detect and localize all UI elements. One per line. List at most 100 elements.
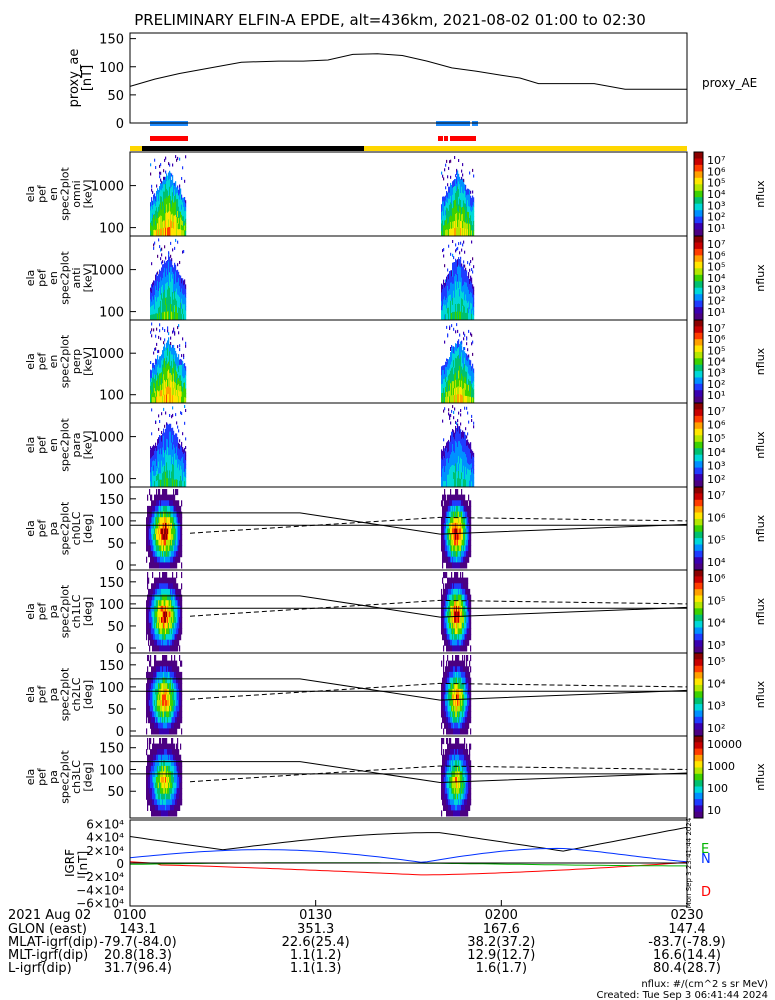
pa-spectrogram-cell [147,528,149,535]
pa-spectrogram-cell [444,617,446,624]
spectrogram-cell [180,480,182,487]
pa-spectrogram-cell [157,562,159,569]
pa-spectrogram-cell [441,539,443,546]
spectrogram-cell [173,222,175,229]
pa-spectrogram-cell [450,583,452,590]
spectrogram-cell [164,220,166,229]
spectrogram-cell [471,393,473,399]
pa-spectrogram-cell [458,728,460,735]
pa-spectrogram-cell [463,617,465,624]
pa-spectrogram-cell [177,671,179,678]
spectrogram-cell [454,354,456,362]
pa-spectrogram-cell [160,539,162,546]
pa-spectrogram-cell [163,705,165,712]
spectrogram-cell [441,388,443,394]
spectrogram-cell [166,212,168,221]
spectrogram-cell [447,385,449,392]
pa-spectrogram-cell [173,500,175,507]
pa-spectrogram-cell [172,572,174,579]
spectrogram-cell [185,310,187,316]
pa-spectrogram-cell [170,628,172,635]
spectrogram-cell [461,270,463,279]
spectrogram-cell [451,300,453,308]
pa-spectrogram-cell [445,528,447,535]
pa-spectrogram-cell [161,617,163,624]
pa-spectrogram-cell [153,671,155,678]
pa-spectrogram-cell [441,705,443,712]
pa-spectrogram-cell [446,534,448,541]
pa-spectrogram-cell [455,639,457,646]
pa-spectrogram-cell [154,494,156,501]
pa-spectrogram-cell [166,688,168,695]
spectrogram-cell [451,479,453,487]
spectrogram-cell [163,381,165,389]
pa-spectrogram-cell [462,605,464,612]
pa-spectrogram-cell [468,694,470,701]
pa-spectrogram-cell [171,594,173,601]
spectrogram-noise [160,257,162,261]
pa-spectrogram-cell [154,628,156,635]
pa-spectrogram-cell [441,628,443,635]
pa-spectrogram-cell [457,594,459,601]
pa-spectrogram-cell [163,562,165,569]
spectrogram-cell [161,222,163,230]
spectrogram-cell [165,176,167,185]
pa-spectrogram-cell [468,600,470,607]
pa-spectrogram-cell [467,700,469,707]
spectrogram-cell [153,367,155,374]
pa-spectrogram-cell [163,539,165,546]
spectrogram-cell [159,441,161,449]
pa-spectrogram-cell [465,671,467,678]
pa-spectrogram-cell [465,611,467,618]
spectrogram-cell [167,175,169,184]
pa-spectrogram-cell [152,700,154,707]
pa-spectrogram-cell [171,505,173,512]
pa-spectrogram-cell [176,660,178,667]
pa-spectrogram-cell [177,700,179,707]
spectrogram-cell [473,385,475,390]
spectrogram-cell [170,196,172,205]
spectrogram-cell [176,199,178,206]
spectrogram-cell [156,272,158,279]
spectrogram-noise [163,169,165,173]
spectrogram-cell [169,210,171,220]
spectrogram-cell [172,456,174,465]
spectrogram-cell [445,445,447,452]
pa-spectrogram-cell [448,522,450,529]
spectrogram-cell [450,441,452,449]
spectrogram-cell [470,480,472,487]
spectrogram-cell [179,364,181,371]
pa-spectrogram-cell [167,660,169,667]
pa-spectrogram-cell [177,539,179,546]
spectrogram-cell [470,200,472,207]
spectrogram-cell [182,278,184,284]
spectrogram-noise [463,337,465,341]
pa-spectrogram-cell [462,500,464,507]
pa-spectrogram-cell [162,611,164,618]
spectrogram-cell [457,226,459,236]
pa-spectrogram-cell [451,505,453,512]
pa-spectrogram-cell [179,517,181,524]
pa-spectrogram-cell [161,583,163,590]
pa-spectrogram-cell [147,694,149,701]
pa-spectrogram-cell [469,545,471,552]
spectrogram-cell [460,221,462,229]
spectrogram-cell [175,291,177,300]
spectrogram-noise [151,188,153,192]
pa-spectrogram-cell [172,717,174,724]
spectrogram-cell [445,386,447,393]
pa-spectrogram-cell [446,605,448,612]
spectrogram-cell [441,231,443,236]
pa-spectrogram-cell [445,705,447,712]
spectrogram-noise [172,175,174,179]
spectrogram-cell [176,276,178,283]
spectrogram-cell [151,452,153,458]
spectrogram-cell [169,358,171,367]
spectrogram-cell [173,202,175,210]
spectrogram-cell [172,185,174,193]
spectrogram-cell [461,312,463,320]
pa-spectrogram-cell [457,700,459,707]
pa-spectrogram-cell [148,705,150,712]
spectrogram-cell [449,186,451,194]
spectrogram-cell [447,441,449,448]
